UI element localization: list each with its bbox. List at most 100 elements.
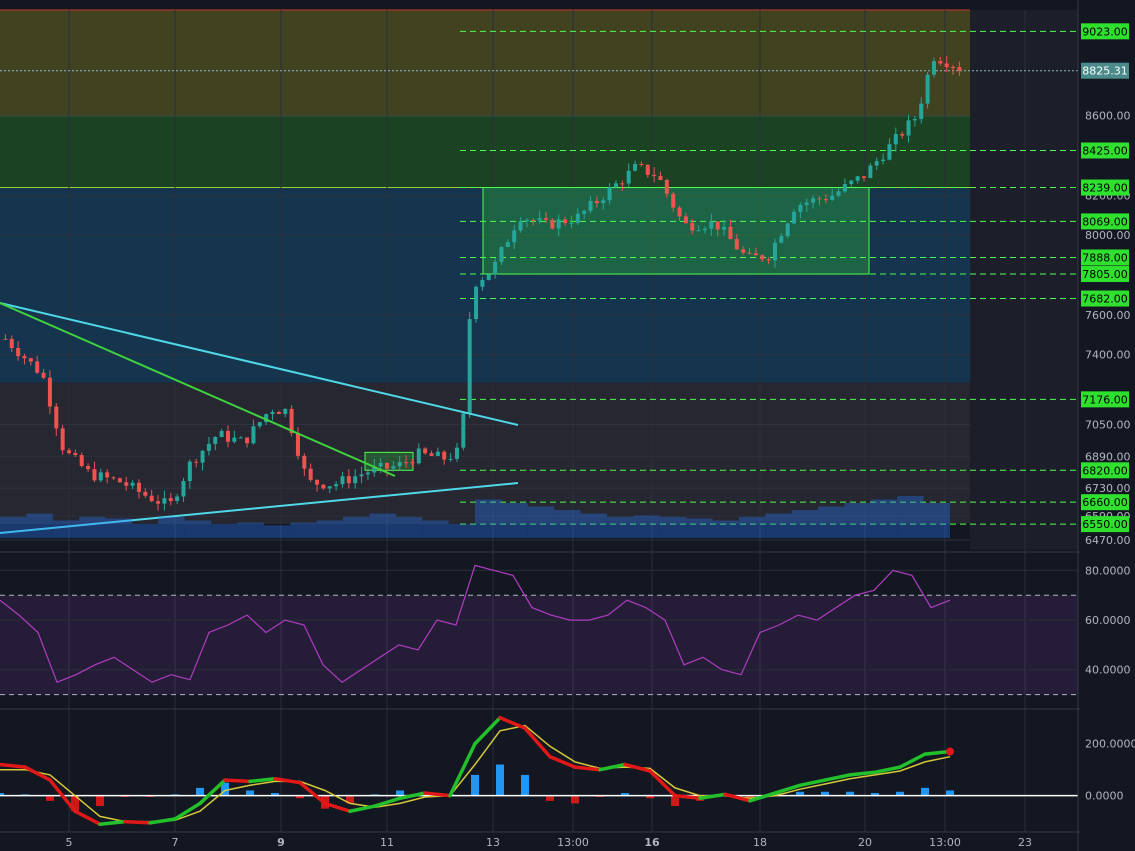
macd-line-segment	[398, 791, 427, 801]
candle-body	[378, 463, 383, 467]
candle-body	[512, 230, 517, 243]
level-tag-bg	[1081, 249, 1129, 266]
macd-histogram-bar	[571, 795, 579, 804]
candle-body	[957, 67, 962, 71]
level-tag-label: 7682.00	[1082, 293, 1128, 306]
candle-body	[295, 433, 300, 456]
candle-body	[340, 476, 345, 485]
rsi-tick-label: 60.0000	[1085, 614, 1131, 627]
candle-body	[270, 412, 275, 415]
macd-line-segment	[123, 819, 152, 825]
candle-body	[41, 372, 46, 378]
level-tag-bg	[1081, 290, 1129, 307]
macd-line-segment	[573, 765, 602, 772]
candle-body	[98, 472, 103, 481]
candle-body	[9, 338, 14, 348]
macd-line-segment	[23, 765, 52, 782]
candle-body	[28, 358, 33, 362]
macd-histogram-bar	[921, 787, 929, 796]
candle-body	[925, 74, 930, 104]
candle-body	[124, 482, 129, 486]
rsi-tick-label: 80.0000	[1085, 564, 1131, 577]
volume-bar	[501, 503, 528, 538]
volume-bar	[422, 520, 449, 538]
macd-line-segment	[0, 762, 27, 769]
candle-body	[410, 462, 415, 464]
macd-line-segment	[748, 791, 777, 803]
candle-body	[893, 133, 898, 145]
candle-body	[588, 200, 593, 211]
volume-bar	[448, 524, 475, 538]
candle-body	[798, 204, 803, 212]
candle-body	[607, 187, 612, 201]
macd-histogram-bar	[221, 782, 229, 796]
volume-bar	[316, 520, 344, 538]
candle-body	[315, 479, 320, 485]
price-tick-label: 6470.00	[1085, 534, 1131, 547]
candle-body	[664, 179, 669, 194]
candle-body	[448, 458, 453, 460]
volume-bar	[712, 520, 739, 538]
candle-body	[652, 174, 657, 177]
macd-histogram-bar	[821, 791, 829, 796]
candle-body	[334, 484, 339, 487]
candle-body	[849, 180, 854, 184]
price-tick-label: 6730.00	[1085, 482, 1131, 495]
candle-body	[881, 159, 886, 162]
candle-body	[442, 451, 447, 460]
volume-bar	[686, 518, 713, 538]
trendline-lower	[0, 482, 519, 534]
macd-line-segment	[523, 726, 552, 759]
candle-body	[747, 252, 752, 254]
volume-bar	[105, 518, 132, 538]
macd-histogram-bar	[46, 795, 54, 801]
consolidation-box	[482, 187, 870, 275]
candle-body	[722, 226, 727, 230]
volume-bar	[897, 496, 924, 538]
candle-body	[594, 200, 599, 204]
price-panel[interactable]	[0, 9, 1080, 832]
macd-tick-label: 0.0000	[1085, 790, 1124, 803]
candle-body	[887, 144, 892, 160]
macd-last-point	[946, 747, 954, 756]
level-tag-label: 6820.00	[1082, 464, 1128, 477]
level-tag-bg	[1081, 494, 1129, 511]
candle-body	[283, 408, 288, 414]
candle-body	[372, 466, 377, 473]
axis-background	[1080, 0, 1135, 851]
candle-body	[486, 274, 491, 280]
candle-body	[760, 255, 765, 260]
volume-bar	[580, 513, 607, 538]
macd-histogram-bar	[546, 795, 554, 801]
volume-bar	[554, 510, 581, 538]
level-tag-bg	[1081, 516, 1129, 533]
rsi-panel[interactable]	[0, 551, 1080, 696]
macd-line-segment	[773, 783, 802, 795]
time-tick-label: 11	[380, 836, 394, 849]
candle-body	[238, 437, 243, 439]
candle-body	[245, 437, 250, 444]
candle-body	[435, 451, 440, 456]
macd-histogram-bar	[671, 795, 679, 807]
candle-body	[626, 170, 631, 184]
time-tick-label: 13	[486, 836, 500, 849]
macd-histogram-bar	[346, 795, 354, 804]
level-tag-label: 7176.00	[1082, 393, 1128, 406]
candle-body	[251, 426, 256, 444]
candle-body	[715, 221, 720, 230]
macd-panel[interactable]	[0, 708, 1080, 826]
level-tag-bg	[1081, 142, 1129, 159]
candle-body	[938, 61, 943, 64]
candle-body	[690, 223, 695, 231]
volume-bar	[844, 503, 871, 538]
macd-histogram-bar	[246, 790, 254, 796]
trendline-green	[0, 302, 396, 477]
volume-bar	[738, 517, 766, 538]
time-tick-label: 20	[858, 836, 872, 849]
candle-body	[524, 219, 529, 222]
candle-body	[582, 210, 587, 214]
macd-histogram-bar	[496, 764, 504, 796]
price-tick-label: 7400.00	[1085, 349, 1131, 362]
candle-body	[47, 377, 52, 407]
